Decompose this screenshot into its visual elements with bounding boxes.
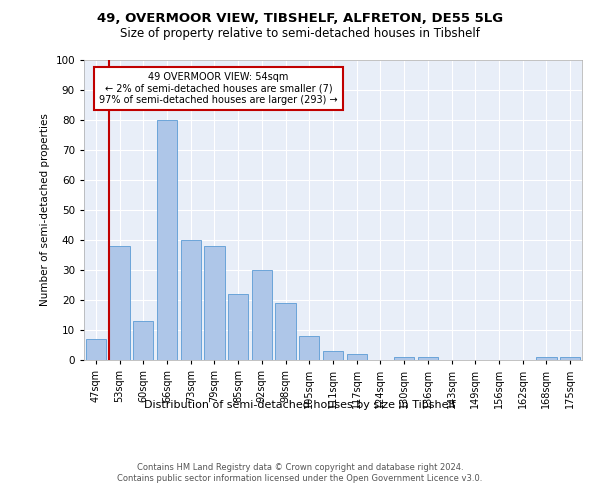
Bar (560, 357, 580, 360)
Bar (86, 339, 106, 360)
Bar (133, 321, 154, 360)
Bar (299, 336, 319, 360)
Bar (181, 240, 201, 360)
Text: Contains HM Land Registry data © Crown copyright and database right 2024.: Contains HM Land Registry data © Crown c… (137, 462, 463, 471)
Text: Distribution of semi-detached houses by size in Tibshelf: Distribution of semi-detached houses by … (144, 400, 456, 410)
Bar (418, 357, 438, 360)
Bar (205, 246, 224, 360)
Bar (252, 270, 272, 360)
Text: Size of property relative to semi-detached houses in Tibshelf: Size of property relative to semi-detach… (120, 28, 480, 40)
Bar (157, 120, 177, 360)
Bar (275, 303, 296, 360)
Bar (347, 354, 367, 360)
Text: 49, OVERMOOR VIEW, TIBSHELF, ALFRETON, DE55 5LG: 49, OVERMOOR VIEW, TIBSHELF, ALFRETON, D… (97, 12, 503, 26)
Text: 49 OVERMOOR VIEW: 54sqm
← 2% of semi-detached houses are smaller (7)
97% of semi: 49 OVERMOOR VIEW: 54sqm ← 2% of semi-det… (99, 72, 338, 105)
Bar (109, 246, 130, 360)
Bar (228, 294, 248, 360)
Bar (536, 357, 557, 360)
Bar (323, 351, 343, 360)
Text: Contains public sector information licensed under the Open Government Licence v3: Contains public sector information licen… (118, 474, 482, 483)
Y-axis label: Number of semi-detached properties: Number of semi-detached properties (40, 114, 50, 306)
Bar (394, 357, 414, 360)
